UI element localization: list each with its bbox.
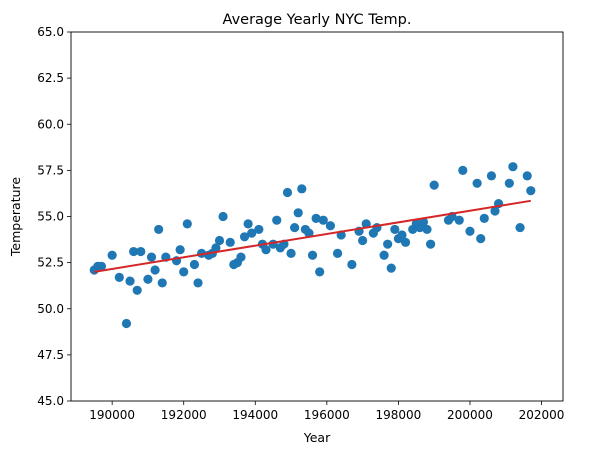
data-point	[154, 224, 164, 235]
y-tick-label: 60.0	[37, 117, 64, 131]
y-tick-label: 62.5	[37, 71, 64, 85]
data-point	[515, 222, 525, 233]
data-point	[96, 261, 107, 271]
y-axis: 45.0 47.5 50.0 52.5 55.0 57.5 60.0 62.5 65.0	[37, 25, 71, 408]
x-axis-label: Year	[303, 430, 331, 445]
y-tick-label: 45.0	[37, 394, 64, 408]
data-point	[114, 272, 124, 282]
data-point	[225, 237, 235, 247]
data-point	[386, 263, 396, 273]
data-point	[254, 224, 264, 235]
data-point	[318, 215, 328, 225]
data-point	[325, 221, 336, 231]
data-point	[132, 285, 142, 295]
x-tick-label: 192000	[161, 408, 207, 422]
plot-marks	[89, 162, 536, 329]
data-point	[261, 245, 271, 255]
data-point	[297, 184, 307, 194]
data-point	[239, 232, 250, 242]
x-tick-label: 200000	[447, 408, 493, 422]
data-point	[272, 215, 282, 225]
data-point	[311, 213, 321, 223]
data-point	[397, 230, 407, 240]
data-point	[189, 259, 200, 270]
data-point	[211, 243, 221, 253]
data-point	[504, 178, 514, 188]
y-tick-label: 57.5	[37, 163, 64, 177]
data-point	[426, 239, 436, 249]
data-point	[121, 318, 132, 329]
data-point	[136, 246, 146, 257]
data-point	[422, 224, 432, 235]
y-tick-label: 55.0	[37, 210, 64, 224]
data-point	[175, 245, 185, 255]
data-point	[429, 180, 439, 190]
data-point	[214, 235, 225, 246]
x-tick-label: 190000	[89, 408, 135, 422]
y-tick-label: 47.5	[37, 348, 64, 362]
data-point	[157, 278, 167, 288]
data-point	[476, 234, 486, 244]
data-point	[454, 215, 464, 225]
data-point	[107, 250, 117, 260]
data-point	[361, 219, 371, 229]
data-point	[508, 162, 518, 172]
data-point	[379, 250, 389, 260]
data-point	[400, 237, 411, 247]
data-point	[290, 222, 300, 233]
data-point	[193, 278, 203, 288]
data-point	[458, 165, 468, 175]
y-tick-label: 52.5	[37, 256, 64, 270]
data-point	[383, 239, 393, 249]
data-point	[218, 211, 228, 222]
data-point	[315, 267, 325, 277]
y-axis-label: Temperature	[8, 177, 23, 257]
data-point	[486, 171, 497, 181]
data-point	[472, 178, 482, 188]
data-point	[490, 206, 500, 216]
data-point	[418, 217, 429, 227]
data-point	[143, 274, 153, 284]
x-axis: 190000 192000 194000 196000 198000 200000 2020…	[89, 401, 564, 422]
data-point	[307, 250, 318, 260]
y-tick-label: 50.0	[37, 302, 64, 316]
data-point	[179, 267, 189, 277]
data-point	[332, 248, 343, 258]
data-point	[522, 171, 532, 181]
data-point	[465, 226, 475, 236]
chart-title: Average Yearly NYC Temp.	[223, 12, 412, 28]
x-tick-label: 198000	[375, 408, 421, 422]
data-point	[347, 259, 357, 270]
trend-line	[94, 199, 531, 273]
data-point	[150, 265, 160, 275]
data-point	[286, 248, 296, 258]
data-point	[146, 252, 157, 262]
data-point	[479, 213, 489, 223]
data-point	[125, 276, 135, 286]
data-point	[526, 186, 536, 196]
data-point	[293, 208, 303, 218]
data-point	[358, 235, 368, 246]
data-point	[390, 224, 400, 235]
data-point	[282, 187, 293, 198]
x-tick-label: 196000	[304, 408, 350, 422]
data-point	[243, 219, 253, 229]
x-tick-label: 194000	[232, 408, 278, 422]
data-point	[236, 252, 246, 262]
data-point	[247, 228, 257, 238]
data-point	[129, 246, 139, 257]
x-tick-label: 202000	[519, 408, 565, 422]
data-point	[182, 219, 192, 229]
data-point	[304, 228, 314, 238]
plot-frame	[70, 31, 564, 402]
y-tick-label: 65.0	[37, 25, 64, 39]
